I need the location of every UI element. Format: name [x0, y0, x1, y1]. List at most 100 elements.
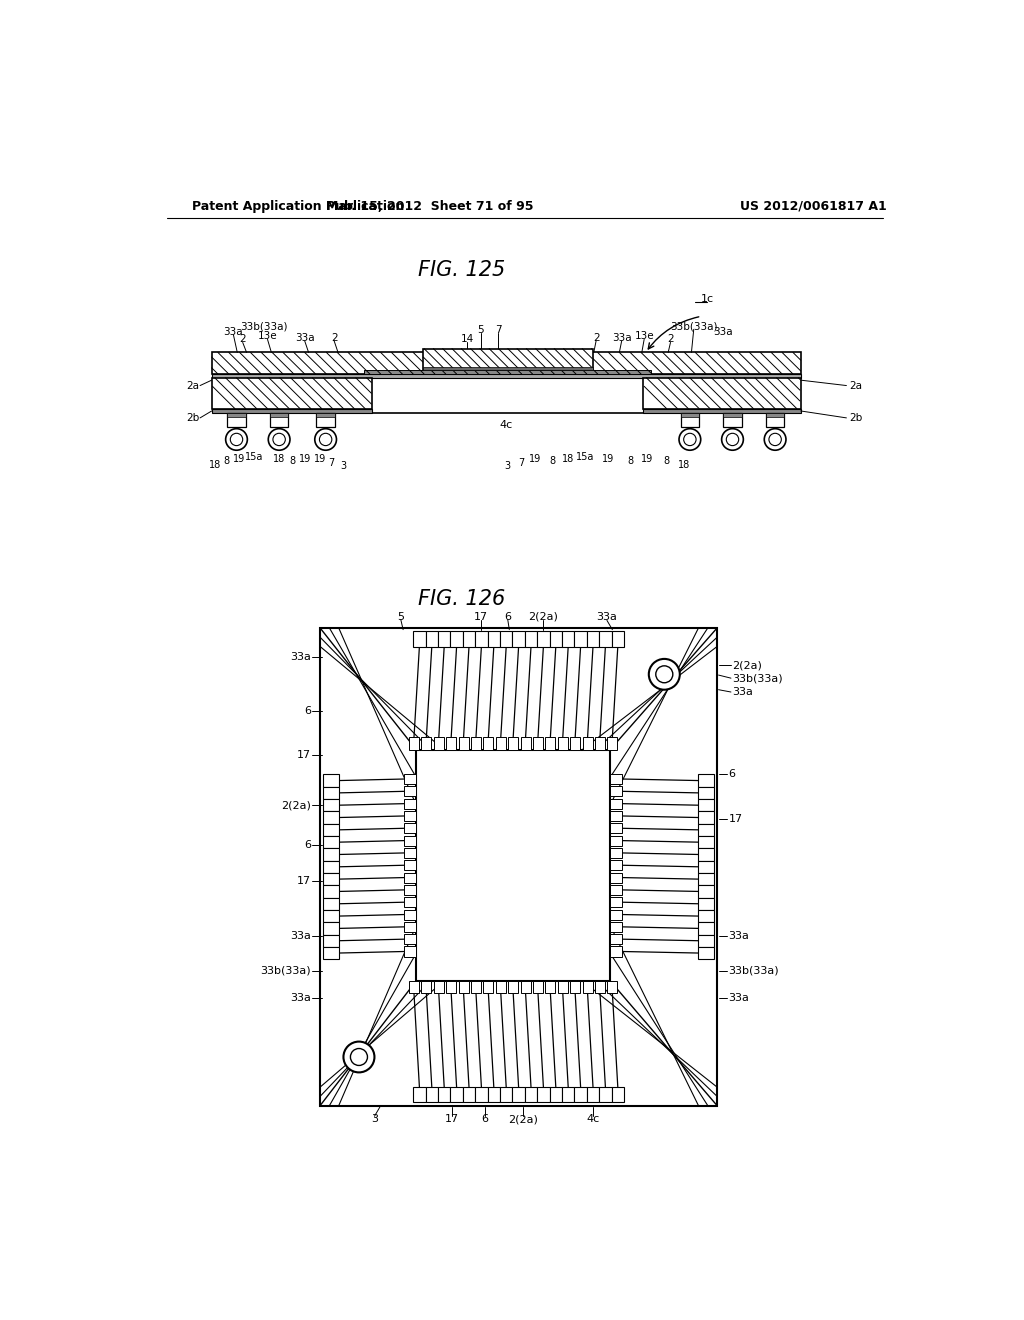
Text: 33a: 33a: [597, 611, 617, 622]
Bar: [403, 898, 417, 907]
Text: 33a: 33a: [290, 931, 311, 941]
Text: 6: 6: [304, 841, 311, 850]
Bar: [459, 981, 469, 993]
Bar: [212, 374, 801, 378]
Text: 8: 8: [223, 455, 229, 466]
Bar: [270, 413, 289, 428]
Text: 6: 6: [729, 770, 735, 779]
Text: 2(2a): 2(2a): [732, 660, 763, 671]
Bar: [562, 631, 574, 647]
Bar: [324, 799, 339, 812]
Bar: [532, 738, 543, 750]
Bar: [365, 370, 651, 374]
Bar: [524, 631, 538, 647]
Bar: [520, 981, 530, 993]
Circle shape: [649, 659, 680, 689]
Bar: [538, 631, 550, 647]
Text: 2b: 2b: [849, 413, 862, 422]
Text: 19: 19: [299, 454, 311, 463]
Text: 33a: 33a: [290, 993, 311, 1003]
Text: 17: 17: [473, 611, 487, 622]
Text: 4c: 4c: [587, 1114, 600, 1125]
Bar: [446, 981, 457, 993]
Bar: [403, 935, 417, 944]
Bar: [611, 631, 624, 647]
Bar: [324, 787, 339, 799]
Bar: [324, 898, 339, 909]
Bar: [403, 909, 417, 920]
Text: 2: 2: [668, 334, 674, 345]
Text: 2b: 2b: [186, 413, 200, 422]
Bar: [607, 738, 617, 750]
Bar: [532, 981, 543, 993]
Text: 2(2a): 2(2a): [281, 800, 311, 810]
Bar: [570, 981, 581, 993]
Bar: [698, 775, 714, 787]
Text: 5: 5: [477, 325, 484, 335]
Bar: [496, 981, 506, 993]
Text: 17: 17: [297, 750, 311, 760]
Bar: [698, 824, 714, 836]
Bar: [681, 413, 699, 428]
Bar: [403, 799, 417, 809]
Bar: [698, 799, 714, 812]
Bar: [438, 1088, 451, 1102]
Bar: [403, 824, 417, 833]
Bar: [595, 738, 605, 750]
Text: 19: 19: [528, 454, 541, 465]
Circle shape: [314, 429, 337, 450]
Bar: [512, 631, 525, 647]
Text: 19: 19: [641, 454, 653, 463]
Bar: [403, 787, 417, 796]
Bar: [324, 923, 339, 935]
Bar: [403, 946, 417, 957]
Bar: [610, 898, 623, 907]
Text: 6: 6: [504, 611, 511, 622]
Bar: [546, 981, 555, 993]
Bar: [316, 413, 335, 417]
Text: 17: 17: [444, 1114, 459, 1125]
Bar: [698, 873, 714, 886]
Text: 1c: 1c: [700, 294, 714, 305]
Text: 3: 3: [340, 461, 346, 471]
Text: 19: 19: [232, 454, 245, 463]
Bar: [403, 847, 417, 858]
Bar: [212, 378, 372, 409]
Bar: [610, 824, 623, 833]
Text: 4c: 4c: [500, 420, 513, 430]
Text: 33a: 33a: [729, 931, 750, 941]
Text: 8: 8: [664, 455, 670, 466]
Text: 7: 7: [518, 458, 525, 467]
Text: 14: 14: [461, 334, 474, 345]
Bar: [403, 774, 417, 784]
Bar: [316, 413, 335, 428]
Bar: [611, 1088, 624, 1102]
Bar: [766, 413, 784, 428]
Bar: [471, 738, 481, 750]
Bar: [324, 909, 339, 923]
Bar: [324, 849, 339, 861]
Bar: [324, 873, 339, 886]
Text: Patent Application Publication: Patent Application Publication: [191, 199, 403, 213]
Text: 33a: 33a: [612, 333, 632, 343]
Bar: [324, 946, 339, 960]
Text: 19: 19: [602, 454, 614, 463]
Text: 13e: 13e: [258, 331, 278, 342]
Bar: [459, 738, 469, 750]
Bar: [403, 861, 417, 870]
Bar: [227, 413, 246, 428]
Bar: [475, 1088, 487, 1102]
Text: 33a: 33a: [290, 652, 311, 663]
Text: US 2012/0061817 A1: US 2012/0061817 A1: [740, 199, 887, 213]
Circle shape: [722, 429, 743, 450]
Bar: [610, 787, 623, 796]
Bar: [546, 738, 555, 750]
Bar: [562, 1088, 574, 1102]
Bar: [610, 799, 623, 809]
Bar: [698, 935, 714, 946]
Text: 2a: 2a: [849, 380, 862, 391]
Text: 15a: 15a: [577, 453, 595, 462]
Text: 33a: 33a: [732, 686, 754, 697]
Bar: [483, 981, 494, 993]
Bar: [487, 1088, 500, 1102]
